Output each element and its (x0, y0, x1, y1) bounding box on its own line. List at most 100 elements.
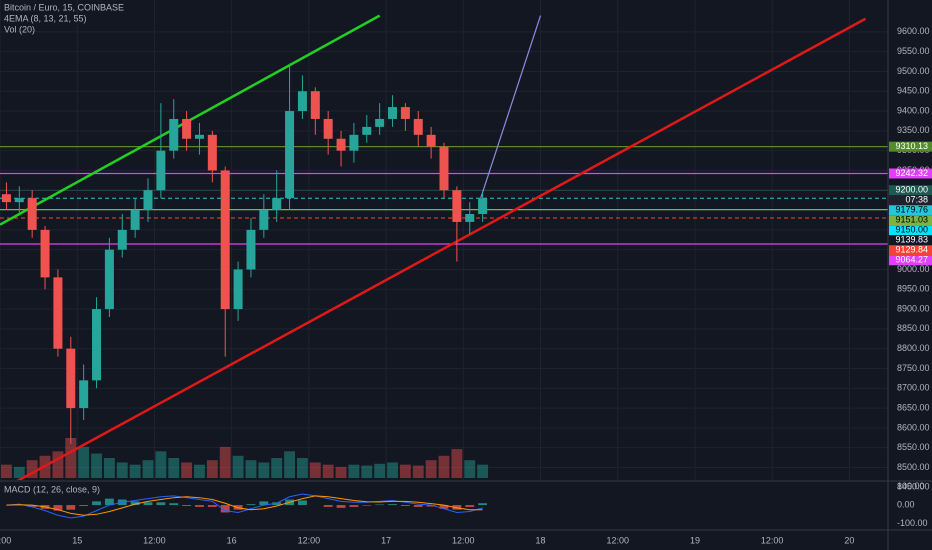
volume-bar (412, 465, 424, 478)
candle-body (349, 134, 359, 151)
macd-histogram (323, 505, 333, 507)
price-label-box (889, 168, 932, 179)
volume-bar (103, 458, 115, 478)
candle-body (426, 134, 436, 147)
y-tick-label: 9600.00 (897, 26, 930, 36)
volume-bar (245, 460, 257, 478)
macd-histogram (465, 505, 475, 507)
price-label: 07:38 (905, 195, 928, 205)
volume-bar (322, 464, 334, 478)
volume-bar (258, 462, 270, 478)
macd-histogram (27, 505, 37, 507)
macd-histogram (298, 500, 307, 506)
price-label-box (889, 215, 932, 226)
candle-body (182, 118, 192, 139)
volume-bar (438, 455, 450, 478)
candle-body (130, 210, 140, 230)
x-tick-label: 12:00 (298, 535, 321, 545)
candle-body (285, 111, 295, 199)
x-tick-label: 15 (72, 535, 82, 545)
volume-bar (284, 451, 295, 478)
price-label-box (889, 185, 932, 196)
volume-bar (374, 463, 386, 478)
macd-histogram (66, 505, 76, 510)
macd-histogram (182, 505, 192, 506)
x-tick-label: 19 (690, 535, 700, 545)
volume-bar (91, 453, 102, 478)
y-tick-label: 8850.00 (897, 323, 930, 333)
candle-body (310, 91, 320, 119)
macd-histogram (259, 501, 269, 506)
trend-line (16, 17, 867, 480)
macd-tick-label: 100.00 (897, 481, 925, 491)
price-label: 9242.32 (895, 168, 928, 178)
macd-histogram (439, 505, 449, 509)
price-label: 9064.27 (895, 255, 928, 265)
y-tick-label: 8950.00 (897, 284, 930, 294)
candle-body (297, 91, 307, 112)
volume-bar (142, 460, 154, 478)
macd-histogram (156, 502, 166, 506)
y-tick-label: 8650.00 (897, 402, 930, 412)
macd-histogram (426, 505, 436, 507)
macd-histogram (207, 505, 217, 507)
volume-bar (52, 451, 64, 478)
y-tick-label: 8700.00 (897, 383, 930, 393)
candle-body (452, 190, 462, 222)
macd-histogram (375, 504, 385, 506)
candle-body (220, 170, 230, 310)
macd-histogram (349, 505, 359, 507)
price-label: 9139.83 (895, 235, 928, 245)
price-label-box (889, 205, 932, 216)
price-label: 9150.00 (895, 225, 928, 235)
volume-bar (425, 460, 437, 478)
volume-bar (399, 464, 411, 478)
x-tick-label: 20 (844, 535, 854, 545)
price-label-box (889, 141, 932, 152)
candle-body (413, 118, 423, 135)
price-label-box (889, 235, 932, 246)
symbol-title: Bitcoin / Euro, 15, COINBASE (4, 2, 124, 12)
candle-body (478, 198, 488, 215)
x-tick-label: 12:00 (0, 535, 11, 545)
macd-histogram (143, 502, 153, 506)
candle-body (194, 134, 204, 139)
volume-bar (116, 462, 128, 478)
price-label: 9200.00 (895, 185, 928, 195)
candle-body (156, 150, 166, 191)
volume-bar (464, 460, 476, 478)
candle-body (400, 107, 410, 119)
volume-bar (348, 464, 360, 478)
candle-body (439, 146, 449, 191)
macd-histogram (246, 504, 256, 506)
x-tick-label: 17 (381, 535, 391, 545)
volume-bar (206, 460, 218, 478)
y-tick-label: 9550.00 (897, 46, 930, 56)
candle-body (117, 229, 127, 250)
candle-body (465, 214, 475, 222)
volume-bar (129, 464, 141, 478)
macd-histogram (336, 505, 346, 508)
y-tick-label: 8600.00 (897, 422, 930, 432)
price-label: 9129.84 (895, 245, 928, 255)
candle-body (27, 198, 37, 230)
x-tick-label: 12:00 (761, 535, 784, 545)
y-tick-label: 8550.00 (897, 442, 930, 452)
candle-body (259, 210, 269, 230)
macd-histogram (53, 505, 63, 511)
macd-histogram (104, 498, 114, 506)
price-label: 9310.13 (895, 141, 928, 151)
y-tick-label: 9350.00 (897, 125, 930, 135)
x-tick-label: 12:00 (606, 535, 629, 545)
price-label-box (889, 195, 932, 206)
x-tick-label: 12:00 (452, 535, 475, 545)
volume-bar (387, 462, 398, 478)
volume-bar (168, 458, 180, 478)
macd-histogram (92, 501, 101, 506)
candle-body (272, 198, 282, 211)
candle-body (104, 249, 114, 310)
macd-histogram (169, 503, 179, 506)
candle-body (336, 138, 346, 151)
macd-histogram (400, 505, 410, 506)
